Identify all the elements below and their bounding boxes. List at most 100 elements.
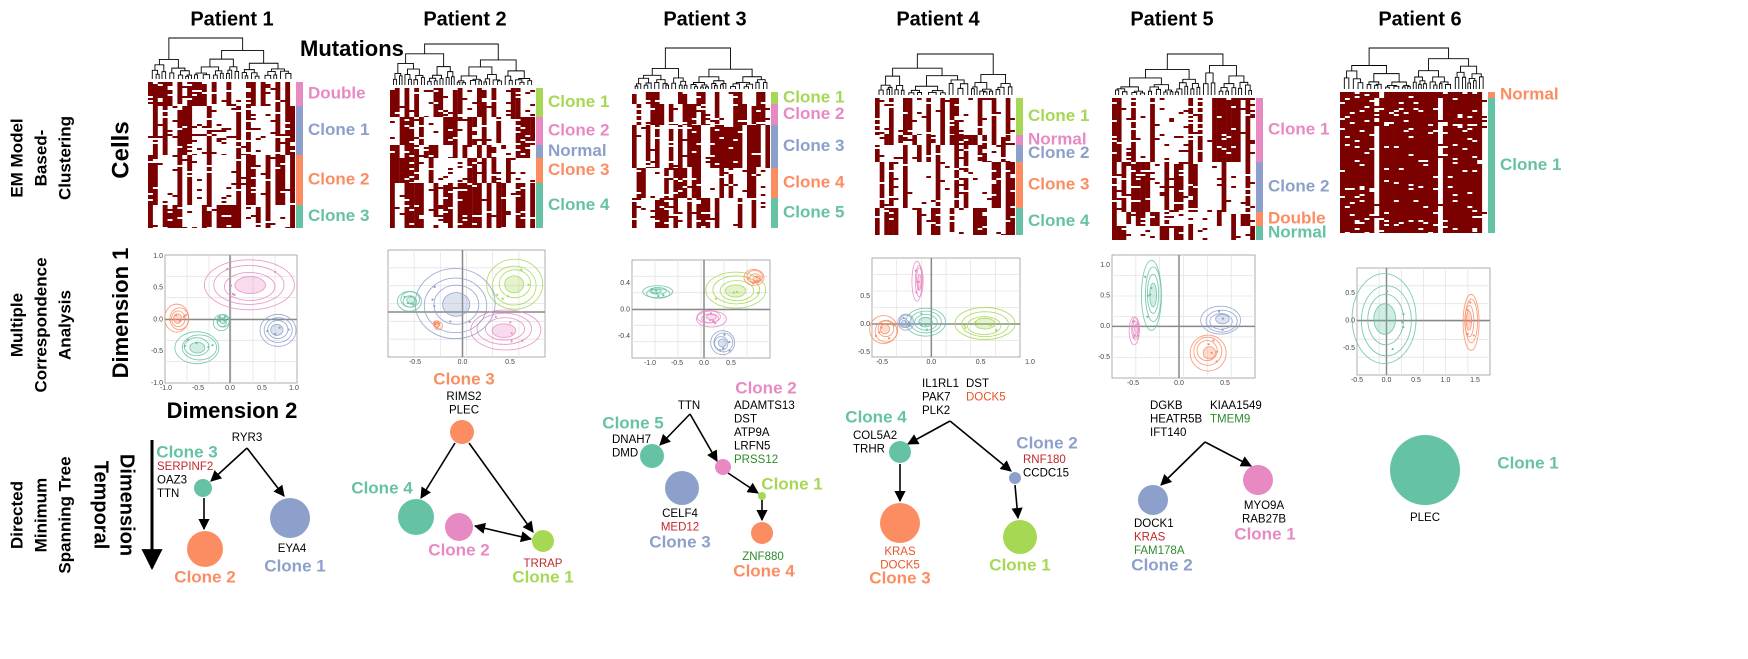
cell-point [714, 322, 717, 325]
cell-point [521, 339, 524, 342]
cell-point [878, 331, 881, 334]
gene-label: RIMS2 [446, 391, 481, 403]
gene-label: DOCK1 [1134, 518, 1174, 530]
cell-point [662, 294, 665, 297]
density-contour [1193, 336, 1223, 366]
density-contour [171, 310, 186, 328]
clone-node [640, 444, 664, 468]
gene-label: PLEC [449, 405, 479, 417]
gene-label: TMEM9 [1210, 414, 1250, 426]
x-tick-label: 1.0 [1441, 377, 1451, 384]
cluster-bar [1016, 145, 1023, 162]
heatmap-cells [632, 92, 770, 228]
patient-title: Patient 4 [896, 8, 980, 30]
cluster-label: Double [308, 83, 366, 102]
cell-point [274, 332, 277, 336]
density-contour [649, 286, 667, 295]
cell-point [226, 267, 229, 270]
clone-label: Clone 4 [351, 478, 413, 497]
density-contour [498, 269, 532, 299]
clone-node [194, 479, 212, 497]
tree-edge [949, 420, 1012, 472]
cluster-label: Clone 2 [1028, 143, 1089, 162]
density-contour [234, 276, 266, 295]
density-contour [213, 264, 285, 305]
clone-label: Clone 1 [761, 474, 822, 493]
cell-point [914, 269, 917, 272]
cell-point [732, 291, 735, 294]
cluster-label: Clone 3 [783, 136, 844, 155]
density-contour [1189, 334, 1227, 372]
axis-label: Dimension [116, 454, 138, 556]
cluster-label: Normal [1268, 222, 1327, 241]
dendrogram [151, 37, 292, 79]
clone-label: Clone 1 [512, 567, 573, 586]
y-tick-label: 0.0 [1100, 323, 1110, 330]
tree-edge [1011, 484, 1023, 520]
tree-edge [689, 413, 718, 462]
clone-node [532, 530, 554, 552]
gene-label: PLEC [1410, 512, 1440, 524]
gene-label: FAM178A [1134, 545, 1185, 557]
axis-label: Temporal [90, 461, 112, 550]
heatmap-cells [1112, 98, 1255, 240]
gene-label: LRFN5 [734, 441, 770, 453]
cluster-bar [771, 92, 778, 104]
density-contour [169, 307, 190, 331]
clone-node [270, 498, 310, 538]
heatmap-cells [1340, 92, 1487, 233]
axis-label: Mutations [300, 36, 404, 61]
x-tick-label: -0.5 [1351, 377, 1363, 384]
gene-label: KRAS [884, 546, 916, 558]
cluster-bar [536, 145, 543, 158]
density-contour [181, 334, 218, 361]
density-contour [743, 268, 765, 286]
gene-label: TTN [678, 400, 700, 412]
row-label: Correspondence [31, 257, 50, 392]
row-label: Analysis [55, 290, 74, 360]
cluster-bar [536, 183, 543, 228]
density-contour [1209, 313, 1233, 330]
cell-point [655, 289, 658, 292]
clone-node [715, 459, 731, 475]
density-contour [174, 331, 220, 365]
tree-edge [1160, 441, 1206, 486]
x-tick-label: -0.5 [192, 385, 204, 392]
row-label: EM Model [7, 118, 26, 197]
density-contour [710, 330, 736, 356]
patient-title: Patient 3 [663, 8, 746, 30]
y-tick-label: 0.4 [620, 280, 630, 287]
axis-label: Cells [107, 121, 134, 178]
cell-point [1146, 294, 1150, 297]
gene-label: COL5A2 [853, 430, 897, 442]
density-contour [504, 275, 525, 294]
y-tick-label: 1.0 [1100, 262, 1110, 269]
clone-node [758, 492, 766, 500]
cluster-label: Normal [1028, 129, 1087, 148]
tree-edge [420, 442, 456, 499]
density-contour [1464, 304, 1475, 338]
cell-point [433, 323, 436, 326]
density-contour [492, 265, 537, 306]
density-contour [484, 317, 526, 341]
density-contour [974, 317, 996, 330]
clone-node [1138, 485, 1168, 515]
cluster-bar [1016, 135, 1023, 145]
cell-point [756, 279, 759, 282]
axis-label: Dimension 2 [167, 398, 298, 423]
cell-point [175, 314, 178, 317]
cell-point [410, 302, 413, 305]
clone-node [1003, 520, 1037, 554]
cell-point [1217, 310, 1221, 313]
density-contour [966, 316, 1002, 336]
cluster-label: Clone 1 [548, 92, 609, 111]
density-contour [877, 320, 895, 338]
clone-label: Clone 4 [845, 407, 907, 426]
cell-point [229, 284, 233, 287]
cell-point [974, 321, 977, 324]
cluster-label: Clone 4 [783, 172, 845, 191]
cluster-label: Normal [1500, 84, 1559, 103]
heatmap-cells [148, 82, 295, 228]
gene-label: RAB27B [1242, 514, 1286, 526]
